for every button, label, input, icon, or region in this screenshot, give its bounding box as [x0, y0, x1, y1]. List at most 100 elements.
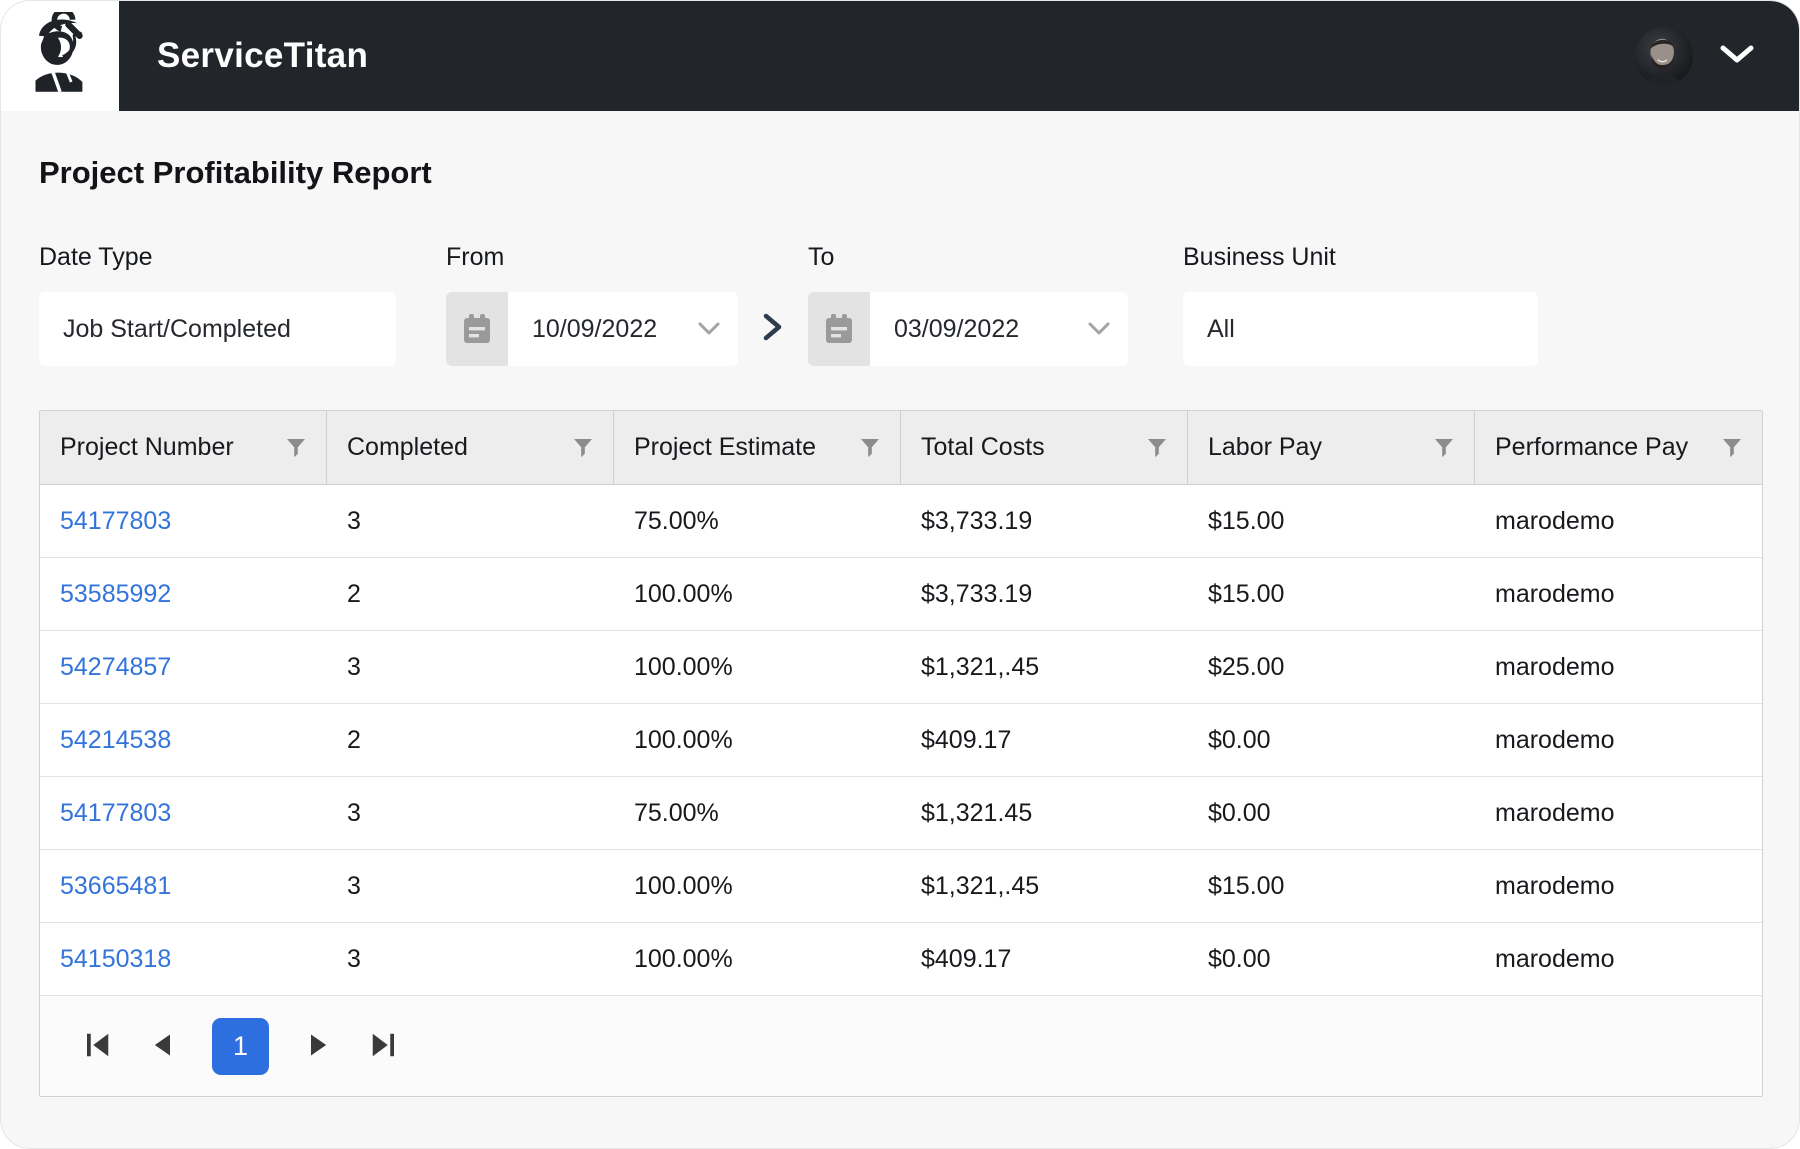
user-menu-button[interactable]: [1719, 43, 1755, 70]
date-type-label: Date Type: [39, 243, 153, 271]
business-unit-value: All: [1207, 314, 1235, 343]
cell-project-number: 54274857: [40, 631, 327, 703]
cell-completed: 2: [347, 579, 361, 608]
page-number-current[interactable]: 1: [212, 1017, 269, 1075]
column-label: Project Estimate: [634, 433, 817, 461]
project-number-link[interactable]: 54177803: [60, 506, 172, 535]
project-number-link[interactable]: 54274857: [60, 652, 172, 681]
table-row: 54177803 3 75.00% $3,733.19 $15.00 marod…: [40, 485, 1762, 558]
column-header-total-costs[interactable]: Total Costs: [901, 411, 1188, 484]
calendar-icon[interactable]: [808, 292, 870, 366]
brand-wordmark: ServiceTitan: [157, 36, 369, 75]
funnel-icon[interactable]: [858, 436, 882, 460]
next-page-icon: [304, 1031, 332, 1062]
cell-project-number: 54150318: [40, 923, 327, 995]
cell-performance-pay: marodemo: [1495, 652, 1615, 681]
funnel-icon[interactable]: [284, 436, 308, 460]
from-date-picker[interactable]: 10/09/2022: [446, 292, 738, 366]
last-page-button[interactable]: [367, 1029, 401, 1063]
cell-completed: 3: [347, 652, 361, 681]
cell-labor-pay: $15.00: [1208, 871, 1285, 900]
cell-project-number: 53665481: [40, 850, 327, 922]
cell-project-number: 54177803: [40, 777, 327, 849]
funnel-icon[interactable]: [1720, 436, 1744, 460]
project-number-link[interactable]: 54150318: [60, 944, 172, 973]
cell-total-costs: $3,733.19: [921, 506, 1033, 535]
cell-project-estimate: 75.00%: [634, 506, 719, 535]
cell-labor-pay: $0.00: [1208, 725, 1271, 754]
date-range-separator: [738, 292, 808, 366]
prev-page-icon: [149, 1031, 177, 1062]
cell-performance-pay: marodemo: [1495, 871, 1615, 900]
cell-total-costs: $409.17: [921, 725, 1012, 754]
cell-labor-pay: $25.00: [1208, 652, 1285, 681]
table-row: 54274857 3 100.00% $1,321,.45 $25.00 mar…: [40, 631, 1762, 704]
date-type-select[interactable]: Job Start/Completed: [39, 292, 396, 366]
last-page-icon: [369, 1030, 399, 1063]
column-label: Project Number: [60, 433, 234, 461]
cell-total-costs: $3,733.19: [921, 579, 1033, 608]
funnel-icon[interactable]: [1432, 436, 1456, 460]
funnel-icon[interactable]: [1145, 436, 1169, 460]
cell-performance-pay: marodemo: [1495, 506, 1615, 535]
topbar-main: ServiceTitan: [119, 1, 1799, 111]
report-table: Project Number Completed Project Estimat…: [39, 410, 1763, 1097]
topbar-right: [1635, 27, 1755, 85]
chevron-down-icon: [1719, 43, 1755, 70]
cell-project-estimate: 100.00%: [634, 725, 733, 754]
filter-from: From 10/09/2022: [446, 243, 738, 366]
to-label: To: [808, 243, 835, 271]
project-number-link[interactable]: 53585992: [60, 579, 172, 608]
cell-completed: 3: [347, 871, 361, 900]
filter-business-unit: Business Unit All: [1183, 243, 1538, 366]
servicetitan-mascot-icon: [18, 7, 102, 101]
cell-project-estimate: 100.00%: [634, 579, 733, 608]
column-header-project-estimate[interactable]: Project Estimate: [614, 411, 901, 484]
filters-bar: Date Type Job Start/Completed From: [39, 243, 1761, 366]
next-page-button[interactable]: [301, 1029, 335, 1063]
cell-project-number: 53585992: [40, 558, 327, 630]
table-row: 54177803 3 75.00% $1,321.45 $0.00 marode…: [40, 777, 1762, 850]
column-header-project-number[interactable]: Project Number: [40, 411, 327, 484]
first-page-button[interactable]: [80, 1029, 114, 1063]
table-row: 54150318 3 100.00% $409.17 $0.00 marodem…: [40, 923, 1762, 996]
business-unit-select[interactable]: All: [1183, 292, 1538, 366]
column-label: Performance Pay: [1495, 433, 1689, 461]
cell-performance-pay: marodemo: [1495, 944, 1615, 973]
project-number-link[interactable]: 53665481: [60, 871, 172, 900]
column-header-labor-pay[interactable]: Labor Pay: [1188, 411, 1475, 484]
chevron-down-icon: [1088, 322, 1128, 336]
table-header-row: Project Number Completed Project Estimat…: [40, 411, 1762, 485]
main-content: Project Profitability Report Date Type J…: [1, 155, 1799, 1097]
from-label: From: [446, 243, 505, 271]
cell-labor-pay: $15.00: [1208, 579, 1285, 608]
cell-total-costs: $1,321.45: [921, 798, 1033, 827]
cell-project-estimate: 75.00%: [634, 798, 719, 827]
servicetitan-logo[interactable]: [1, 1, 119, 111]
table-row: 53665481 3 100.00% $1,321,.45 $15.00 mar…: [40, 850, 1762, 923]
date-type-value: Job Start/Completed: [63, 314, 291, 343]
column-label: Total Costs: [921, 433, 1045, 461]
cell-labor-pay: $15.00: [1208, 506, 1285, 535]
funnel-icon[interactable]: [571, 436, 595, 460]
to-date-picker[interactable]: 03/09/2022: [808, 292, 1128, 366]
cell-total-costs: $1,321,.45: [921, 652, 1040, 681]
cell-performance-pay: marodemo: [1495, 725, 1615, 754]
cell-completed: 3: [347, 506, 361, 535]
cell-project-estimate: 100.00%: [634, 652, 733, 681]
cell-completed: 3: [347, 944, 361, 973]
calendar-icon[interactable]: [446, 292, 508, 366]
project-number-link[interactable]: 54214538: [60, 725, 172, 754]
column-header-completed[interactable]: Completed: [327, 411, 614, 484]
previous-page-button[interactable]: [146, 1029, 180, 1063]
chevron-right-icon: [762, 312, 784, 347]
cell-project-estimate: 100.00%: [634, 871, 733, 900]
user-avatar[interactable]: [1635, 27, 1693, 85]
table-row: 53585992 2 100.00% $3,733.19 $15.00 maro…: [40, 558, 1762, 631]
top-navigation-bar: ServiceTitan: [1, 1, 1799, 111]
business-unit-label: Business Unit: [1183, 243, 1336, 271]
column-header-performance-pay[interactable]: Performance Pay: [1475, 411, 1762, 484]
cell-completed: 3: [347, 798, 361, 827]
project-number-link[interactable]: 54177803: [60, 798, 172, 827]
